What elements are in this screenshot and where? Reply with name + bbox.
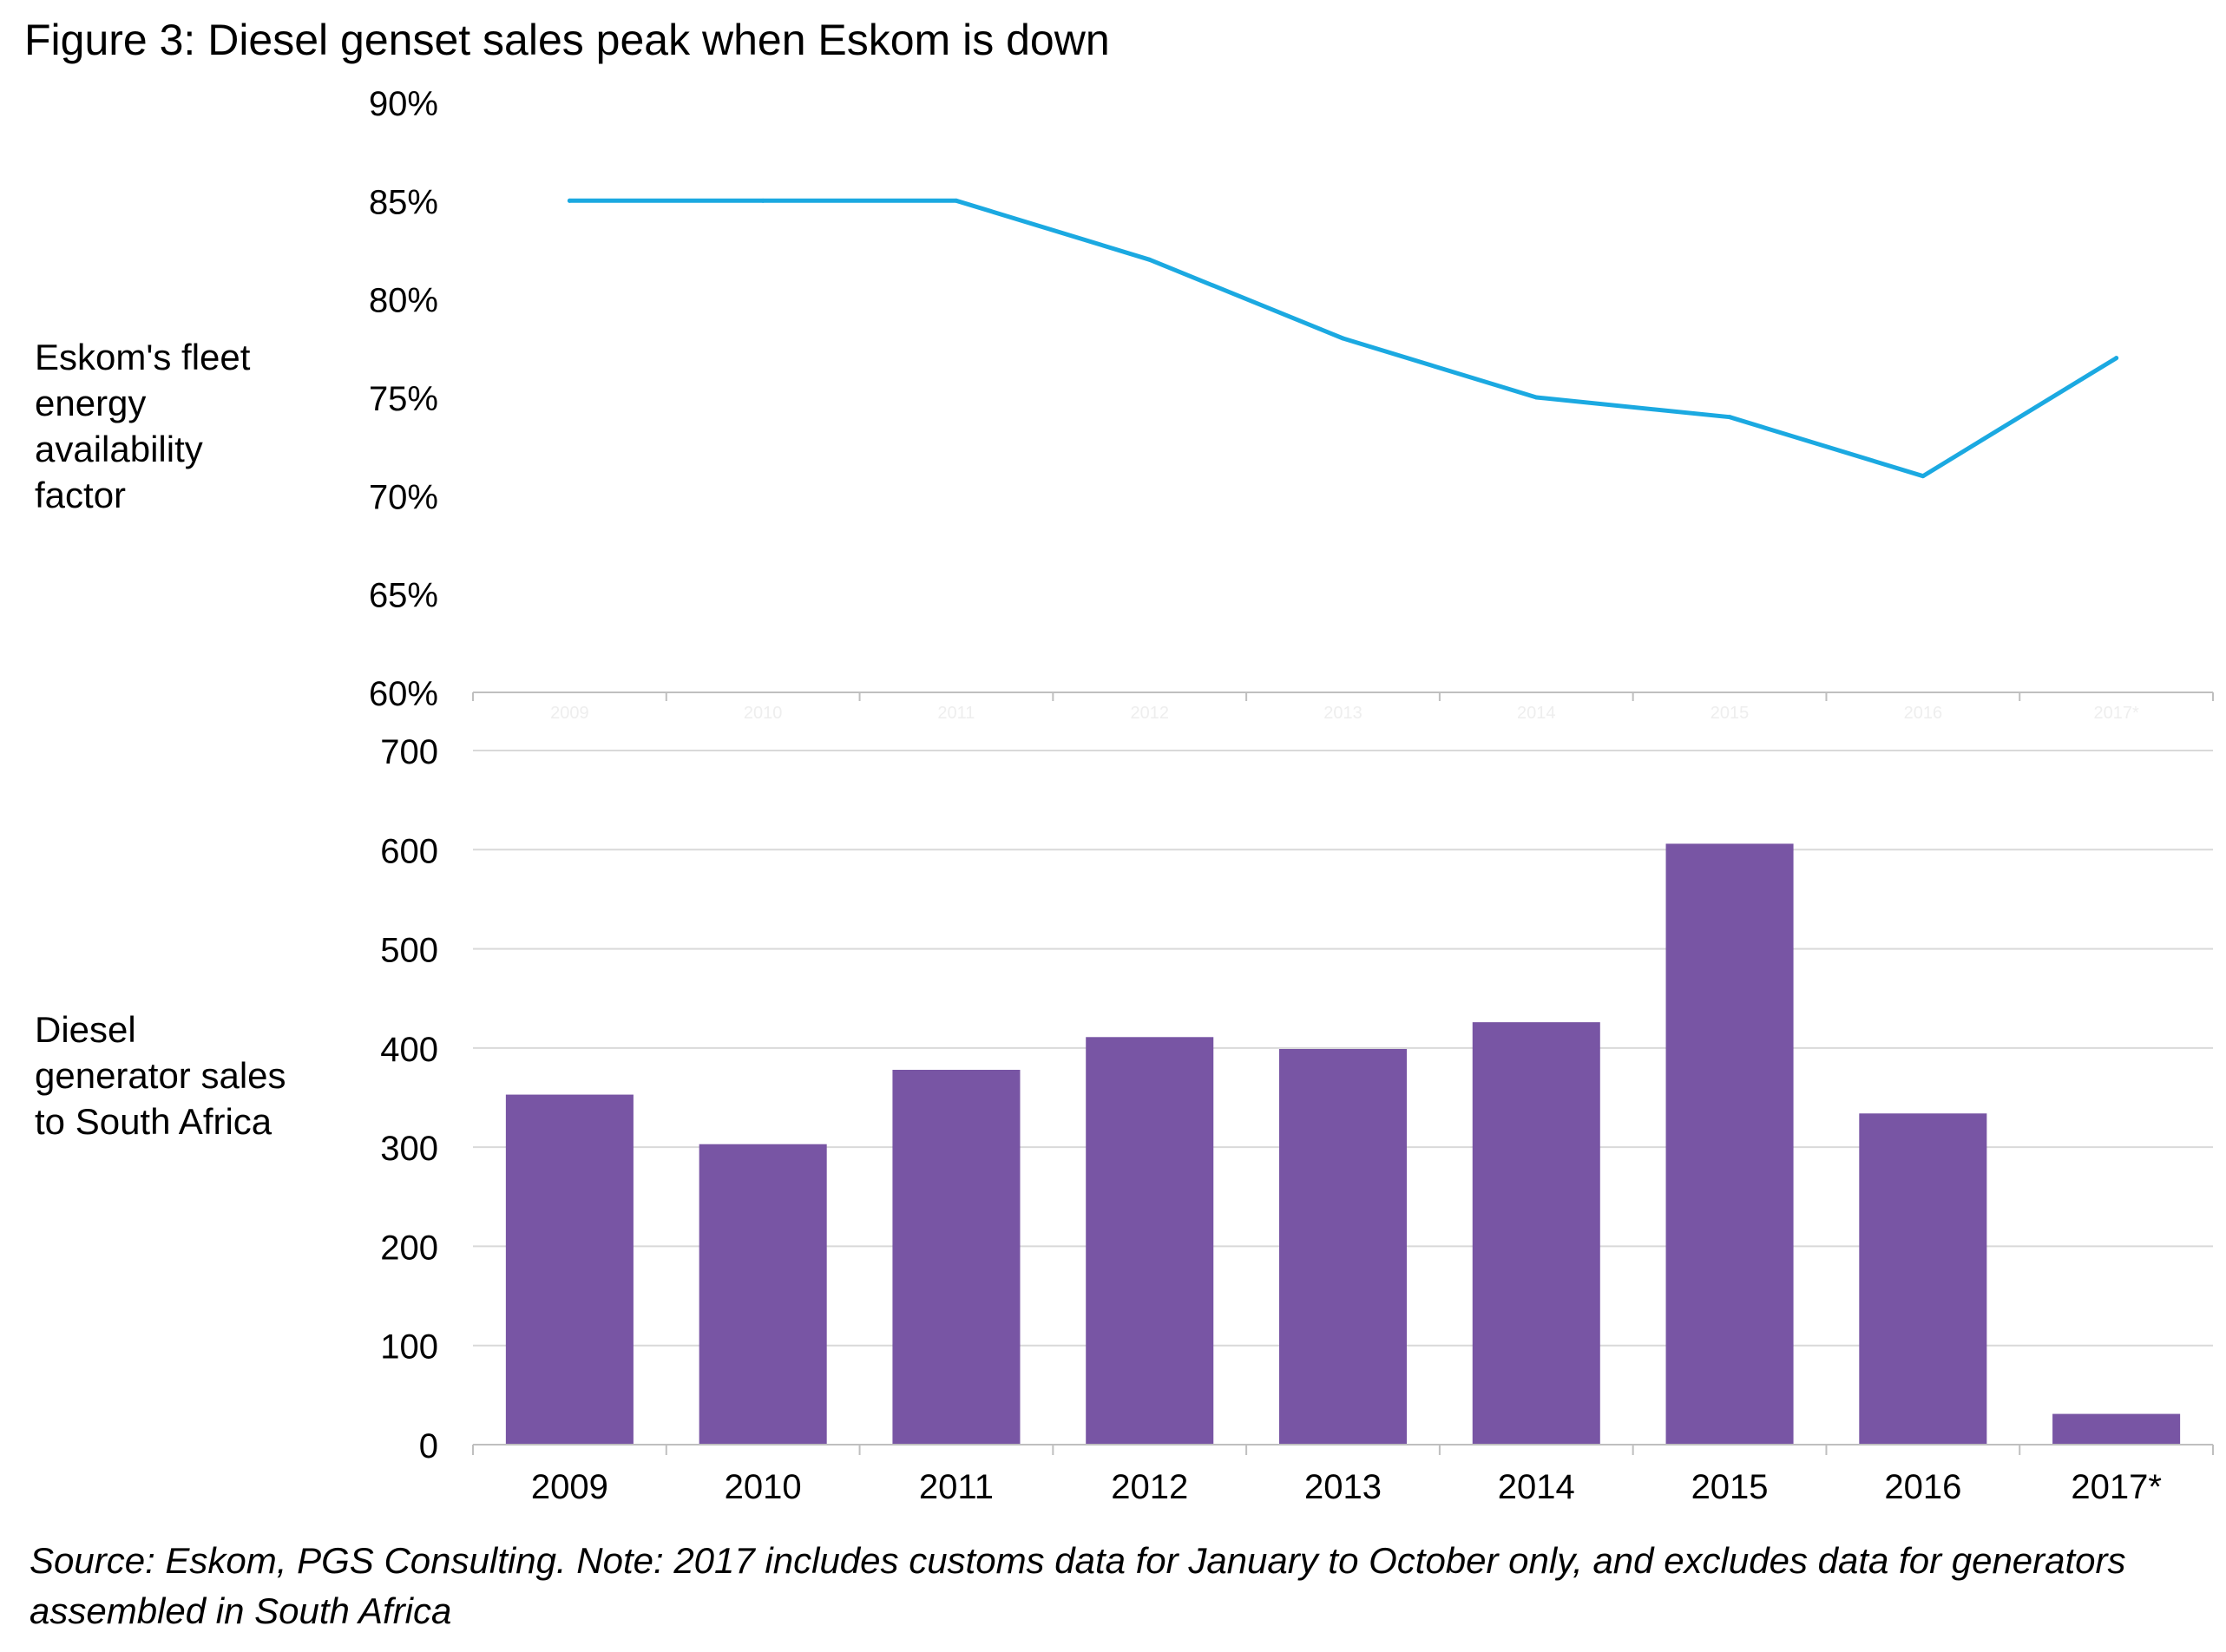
bar-ytick-label: 600 (380, 832, 438, 870)
line-xtick-label: 2016 (1904, 704, 1943, 723)
bar-xtick-label: 2013 (1304, 1468, 1382, 1506)
top-axis-description: Eskom's fleet energy availability factor (35, 337, 251, 515)
sales-bar (1665, 843, 1794, 1445)
bottom-axis-description: Diesel generator sales to South Africa (35, 1009, 286, 1142)
bar-ytick-label: 700 (380, 733, 438, 771)
source-note: Source: Eskom, PGS Consulting. Note: 201… (30, 1540, 2126, 1631)
line-xtick-label: 2015 (1711, 704, 1750, 723)
availability-point (1341, 336, 1345, 341)
availability-point (1533, 395, 1539, 400)
availability-point (2114, 356, 2119, 361)
sales-bar (892, 1070, 1021, 1445)
line-xtick-label: 2011 (937, 704, 975, 723)
sales-bar (1472, 1022, 1600, 1445)
bar-xtick-label: 2017* (2071, 1468, 2162, 1506)
bar-ytick-label: 400 (380, 1031, 438, 1069)
sales-bar (1086, 1037, 1214, 1445)
line-xtick-label: 2010 (744, 704, 783, 723)
bar-xtick-label: 2009 (531, 1468, 608, 1506)
sales-bar (699, 1144, 827, 1445)
bar-xtick-label: 2016 (1884, 1468, 1961, 1506)
availability-point (567, 198, 572, 203)
bar-xtick-label: 2011 (919, 1468, 994, 1506)
availability-point (954, 198, 959, 203)
line-ytick-label: 90% (369, 85, 438, 123)
sales-bar (505, 1094, 634, 1445)
line-xtick-label: 2017* (2093, 704, 2138, 723)
availability-point (1921, 474, 1926, 479)
availability-point (760, 198, 765, 203)
sales-bar (2052, 1413, 2181, 1445)
bar-xtick-label: 2012 (1111, 1468, 1188, 1506)
bar-ytick-label: 300 (380, 1130, 438, 1168)
line-xtick-label: 2014 (1517, 704, 1556, 723)
availability-line-chart: 60% 65% 70% 75% 80% 85% 90% 2009 2010 2011 2012 201… (369, 85, 2214, 723)
sales-bar (1859, 1113, 1987, 1445)
availability-point (1727, 415, 1732, 420)
line-xtick-label: 2013 (1323, 704, 1363, 723)
line-ytick-label: 75% (369, 380, 438, 418)
bar-xtick-label: 2014 (1498, 1468, 1575, 1506)
line-ytick-label: 60% (369, 675, 438, 713)
line-ytick-label: 65% (369, 577, 438, 615)
line-ytick-label: 85% (369, 183, 438, 221)
bar-ytick-label: 0 (419, 1427, 438, 1465)
figure-title: Figure 3: Diesel genset sales peak when … (24, 16, 1110, 64)
bar-xtick-label: 2015 (1691, 1468, 1769, 1506)
genset-sales-bar-chart: 0 100 200 300 400 500 600 700 2009 2010 2011 2012 20… (380, 733, 2214, 1506)
bar-ytick-label: 200 (380, 1229, 438, 1267)
line-ytick-label: 70% (369, 478, 438, 516)
line-xtick-label: 2012 (1130, 704, 1169, 723)
line-ytick-label: 80% (369, 282, 438, 320)
line-xtick-label: 2009 (550, 704, 589, 723)
bar-ytick-label: 500 (380, 932, 438, 970)
sales-bar (1278, 1049, 1408, 1445)
bar-xtick-label: 2010 (725, 1468, 802, 1506)
availability-point (1147, 257, 1152, 262)
bar-ytick-label: 100 (380, 1328, 438, 1367)
